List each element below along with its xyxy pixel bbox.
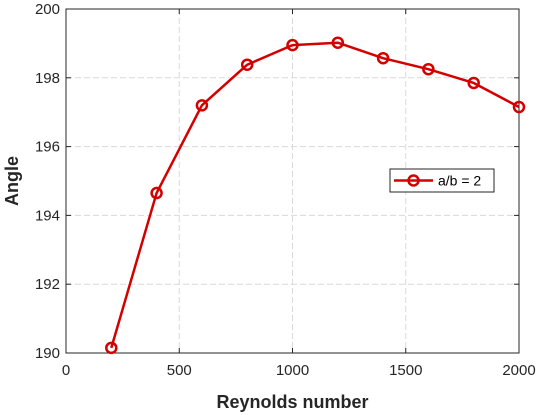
x-tick-label: 0	[62, 362, 70, 379]
axis-ticks: 0 500 1000 1500 2000 190 192 194 196 198 200	[35, 1, 536, 379]
y-tick-label: 192	[35, 276, 60, 293]
y-tick-label: 190	[35, 345, 60, 362]
data-point	[195, 99, 209, 112]
legend-box	[389, 168, 495, 193]
data-point	[512, 100, 526, 114]
x-axis-title: Reynolds number	[216, 392, 368, 412]
legend-entry-label: a/b = 2	[438, 173, 481, 189]
y-axis-title: Angle	[2, 156, 22, 206]
grid	[66, 9, 519, 353]
y-tick-label: 200	[35, 1, 60, 18]
data-point	[150, 186, 163, 200]
data-point	[331, 36, 345, 49]
legend-marker-sample	[407, 174, 420, 187]
data-point	[286, 38, 299, 52]
data-point	[376, 51, 390, 65]
data-point	[105, 341, 118, 355]
data-point	[467, 76, 480, 90]
data-point	[422, 62, 435, 76]
series-line	[110, 41, 520, 349]
data-point	[240, 58, 254, 71]
x-tick-label: 1500	[389, 362, 422, 379]
y-tick-label: 198	[35, 70, 60, 87]
legend: a/b = 2	[389, 168, 495, 193]
series-layer	[105, 36, 526, 355]
x-tick-label: 2000	[502, 362, 535, 379]
x-tick-label: 500	[167, 362, 192, 379]
y-tick-label: 196	[35, 139, 60, 156]
x-tick-label: 1000	[276, 362, 309, 379]
y-tick-label: 194	[35, 207, 60, 224]
